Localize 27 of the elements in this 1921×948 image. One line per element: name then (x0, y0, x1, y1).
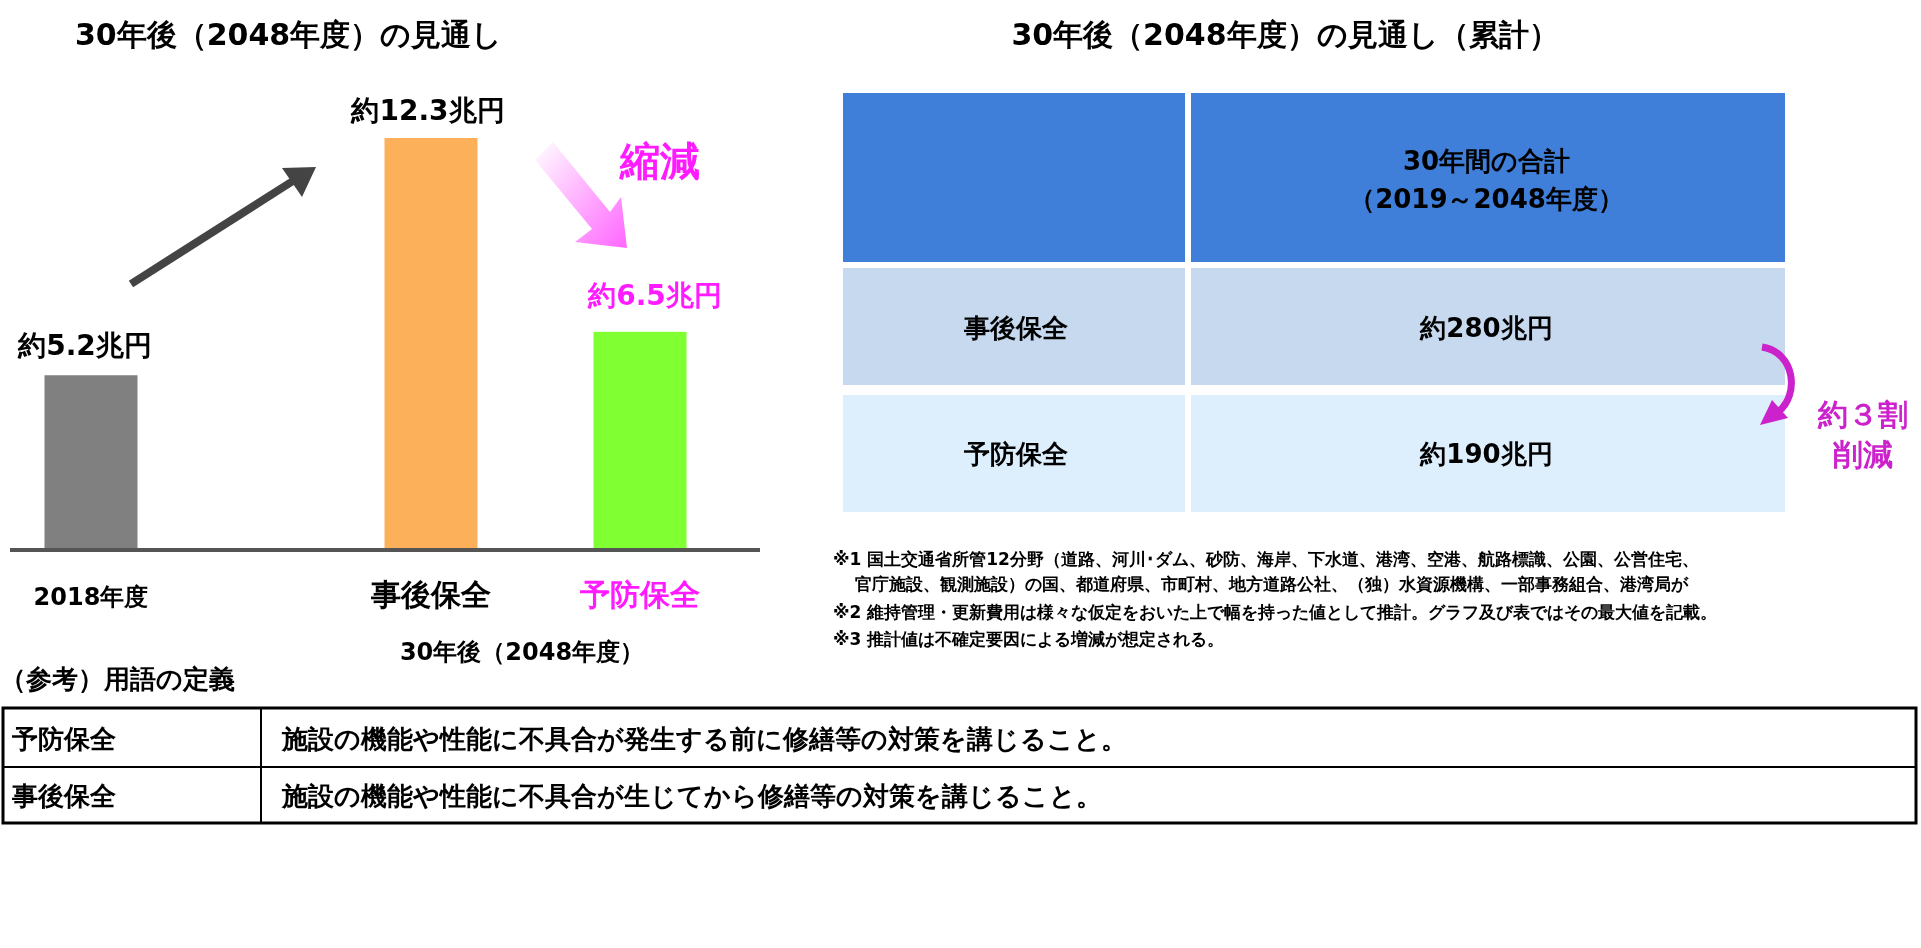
x-tick-label: 予防保全 (579, 577, 700, 612)
text: 30年後（2048年度） (399, 638, 645, 666)
text: 30年後（2048年度）の見通し（累計） (1011, 17, 1559, 52)
data-label: 約6.5兆円 (587, 279, 722, 312)
chart-title: 30年後（2048年度）の見通し (75, 17, 503, 52)
text: ※3 推計値は不確定要因による増減が想定される。 (833, 629, 1225, 649)
text: 約280兆円 (1419, 313, 1553, 343)
text: ※1 国土交通省所管12分野（道路、河川･ダム、砂防、海岸、下水道、港湾、空港、航路標識、公園、公営住宅、 (833, 549, 1699, 569)
data-label: 約5.2兆円 (17, 329, 152, 362)
text: 約190兆円 (1419, 439, 1553, 469)
x-tick-label: 2018年度 (33, 583, 149, 611)
text: 予防保全 (11, 724, 117, 754)
text: 施設の機能や性能に不具合が発生する前に修繕等の対策を講じること。 (281, 724, 1127, 754)
annotation: 縮減 (619, 138, 700, 184)
text: 予防保全 (962, 439, 1069, 469)
text: 事後保全 (962, 313, 1069, 343)
text: 官庁施設、観測施設）の国、都道府県、市町村、地方道路公社、（独）水資源機構、一部事務組合、港湾局が (855, 574, 1689, 594)
text: （参考）用語の定義 (0, 664, 235, 694)
text: 事後保全 (11, 781, 117, 811)
text: 施設の機能や性能に不具合が生じてから修繕等の対策を講じること。 (281, 781, 1102, 811)
text: 30年間の合計 (1402, 146, 1571, 176)
text: （2019～2048年度） (1349, 184, 1624, 214)
text: ※2 維持管理・更新費用は様々な仮定をおいた上で幅を持った値として推計。グラフ及び表ではその最大値を記載。 (833, 602, 1718, 622)
x-tick-label: 事後保全 (370, 577, 491, 612)
data-label: 約12.3兆円 (350, 94, 505, 127)
text: 削減 (1832, 437, 1893, 472)
text: 約３割 (1817, 397, 1908, 432)
